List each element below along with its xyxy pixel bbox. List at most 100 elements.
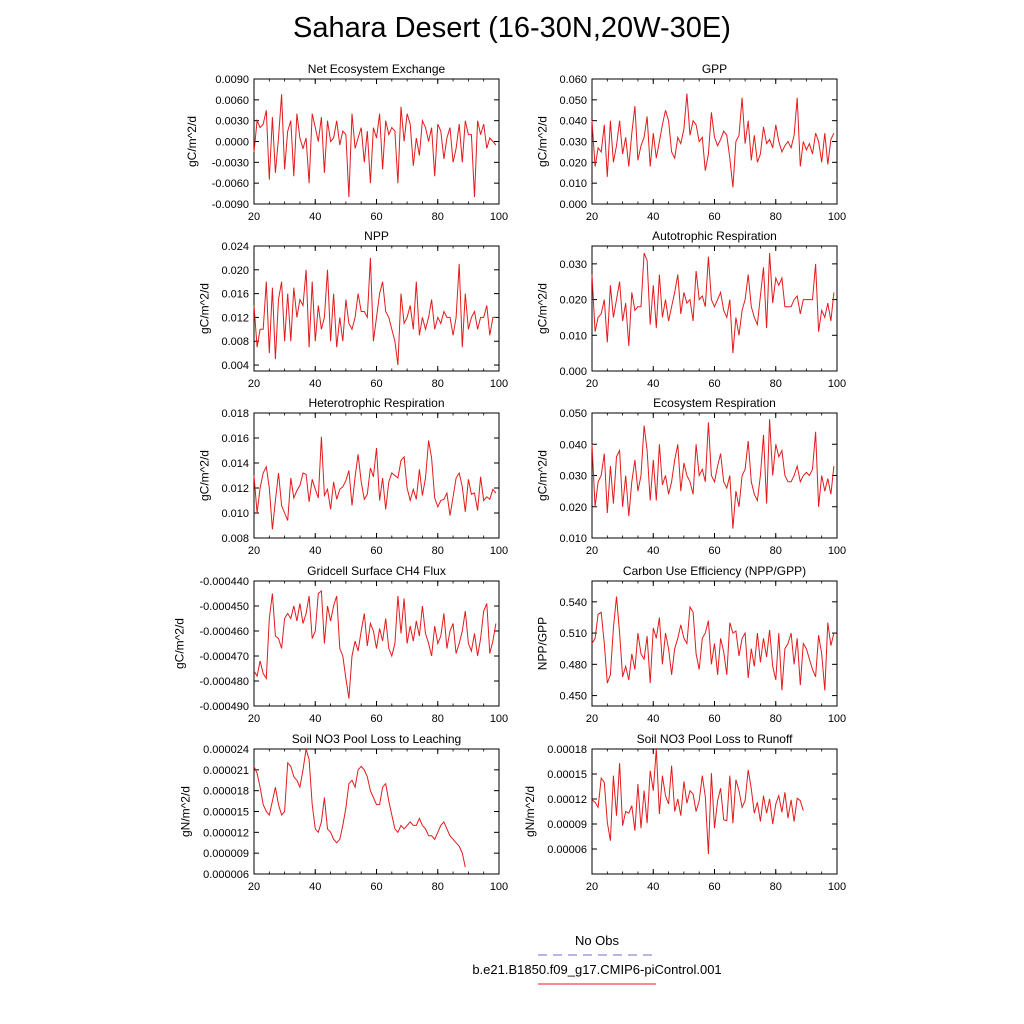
x-tick-label: 40 <box>647 211 659 223</box>
x-tick-label: 100 <box>490 211 508 223</box>
y-axis-label: gC/m^2/d <box>536 283 550 334</box>
plot-frame <box>591 78 838 205</box>
y-axis-label: gC/m^2/d <box>536 116 550 167</box>
y-tick-label: 0.020 <box>559 502 587 514</box>
x-tick-label: 40 <box>647 378 659 390</box>
x-tick-label: 100 <box>828 881 846 893</box>
plot-frame <box>253 245 500 372</box>
panel-carbon-use-efficiency-npp-gpp: Carbon Use Efficiency (NPP/GPP) 20 40 60 80 1… <box>536 564 847 725</box>
panel-ecosystem-respiration: Ecosystem Respiration 20 40 60 80 100 0.010 0.0… <box>536 396 847 557</box>
x-tick-label: 40 <box>309 378 321 390</box>
x-tick-label: 60 <box>370 881 382 893</box>
series-line <box>253 589 497 699</box>
x-tick-label: 40 <box>647 881 659 893</box>
y-tick-label: 0.010 <box>559 178 587 190</box>
x-tick-label: 60 <box>370 713 382 725</box>
x-tick-label: 60 <box>708 211 720 223</box>
y-tick-label: 0.014 <box>221 458 249 470</box>
y-tick-label: 0.000024 <box>203 744 249 756</box>
series-line <box>591 596 835 691</box>
y-tick-label: 0.00009 <box>547 819 587 831</box>
panel-title: Heterotrophic Respiration <box>308 396 444 410</box>
x-tick-label: 20 <box>248 713 260 725</box>
x-tick-label: 80 <box>432 378 444 390</box>
y-tick-label: 0.008 <box>221 336 249 348</box>
panel-title: GPP <box>702 62 727 76</box>
y-tick-label: -0.000490 <box>199 701 249 713</box>
x-tick-label: 60 <box>370 378 382 390</box>
series-line <box>591 748 804 855</box>
x-tick-label: 100 <box>490 881 508 893</box>
x-tick-label: 80 <box>770 881 782 893</box>
y-tick-label: -0.000440 <box>199 576 249 588</box>
x-tick-label: 80 <box>770 378 782 390</box>
x-tick-label: 80 <box>770 211 782 223</box>
x-tick-label: 100 <box>828 713 846 725</box>
x-tick-label: 80 <box>770 545 782 557</box>
x-tick-label: 20 <box>248 881 260 893</box>
panel-soil-no3-pool-loss-to-runoff: Soil NO3 Pool Loss to Runoff 20 40 60 80 100 0… <box>523 732 846 893</box>
x-tick-label: 100 <box>828 378 846 390</box>
y-tick-label: 0.060 <box>559 74 587 86</box>
y-tick-label: -0.000450 <box>199 601 249 613</box>
panel-title: Soil NO3 Pool Loss to Runoff <box>637 732 794 746</box>
y-tick-label: -0.0060 <box>212 178 249 190</box>
y-tick-label: 0.00006 <box>547 844 587 856</box>
y-tick-label: 0.00012 <box>547 794 587 806</box>
panel-heterotrophic-respiration: Heterotrophic Respiration 20 40 60 80 100 0.00… <box>198 396 509 557</box>
series-line <box>591 419 835 529</box>
plot-frame <box>591 412 838 539</box>
series-line <box>591 93 835 188</box>
x-tick-label: 80 <box>432 881 444 893</box>
x-tick-label: 20 <box>248 378 260 390</box>
y-tick-label: 0.0060 <box>215 95 249 107</box>
y-tick-label: 0.030 <box>559 137 587 149</box>
x-tick-label: 80 <box>432 211 444 223</box>
y-tick-label: 0.040 <box>559 116 587 128</box>
y-tick-label: 0.020 <box>559 157 587 169</box>
y-tick-label: 0.0090 <box>215 74 249 86</box>
y-tick-label: 0.004 <box>221 360 249 372</box>
y-tick-label: 0.040 <box>559 439 587 451</box>
panel-title: Ecosystem Respiration <box>653 396 776 410</box>
y-axis-label: gC/m^2/d <box>536 450 550 501</box>
panel-title: Autotrophic Respiration <box>652 229 777 243</box>
y-tick-label: 0.0030 <box>215 116 249 128</box>
x-tick-label: 100 <box>490 713 508 725</box>
y-tick-label: 0.016 <box>221 289 249 301</box>
panel-net-ecosystem-exchange: Net Ecosystem Exchange 20 40 60 80 100 -0.0090… <box>185 62 508 223</box>
panel-title: Net Ecosystem Exchange <box>308 62 446 76</box>
y-tick-label: 0.000009 <box>203 848 249 860</box>
y-tick-label: 0.000012 <box>203 827 249 839</box>
y-tick-label: -0.000470 <box>199 651 249 663</box>
y-tick-label: -0.0030 <box>212 157 249 169</box>
x-tick-label: 20 <box>248 545 260 557</box>
y-tick-label: 0.012 <box>221 483 249 495</box>
plot-frame <box>591 748 838 875</box>
x-tick-label: 20 <box>586 211 598 223</box>
series-line <box>253 94 497 198</box>
y-tick-label: 0.010 <box>559 533 587 545</box>
y-tick-label: 0.008 <box>221 533 249 545</box>
y-tick-label: 0.016 <box>221 433 249 445</box>
y-tick-label: 0.020 <box>559 295 587 307</box>
plot-frame <box>253 580 500 707</box>
page-title: Sahara Desert (16-30N,20W-30E) <box>293 12 731 44</box>
y-tick-label: 0.024 <box>221 241 249 253</box>
x-tick-label: 40 <box>647 713 659 725</box>
x-tick-label: 40 <box>647 545 659 557</box>
y-tick-label: 0.050 <box>559 408 587 420</box>
panel-title: Gridcell Surface CH4 Flux <box>307 564 446 578</box>
y-tick-label: 0.000 <box>559 366 587 378</box>
y-tick-label: 0.012 <box>221 312 249 324</box>
y-tick-label: 0.00015 <box>547 769 587 781</box>
panel-title: Carbon Use Efficiency (NPP/GPP) <box>623 564 806 578</box>
x-tick-label: 20 <box>586 378 598 390</box>
x-tick-label: 80 <box>432 713 444 725</box>
plot-frame <box>253 78 500 205</box>
y-tick-label: -0.0090 <box>212 199 249 211</box>
x-tick-label: 20 <box>248 211 260 223</box>
panel-autotrophic-respiration: Autotrophic Respiration 20 40 60 80 100 0.000 0… <box>536 229 847 390</box>
x-tick-label: 20 <box>586 881 598 893</box>
